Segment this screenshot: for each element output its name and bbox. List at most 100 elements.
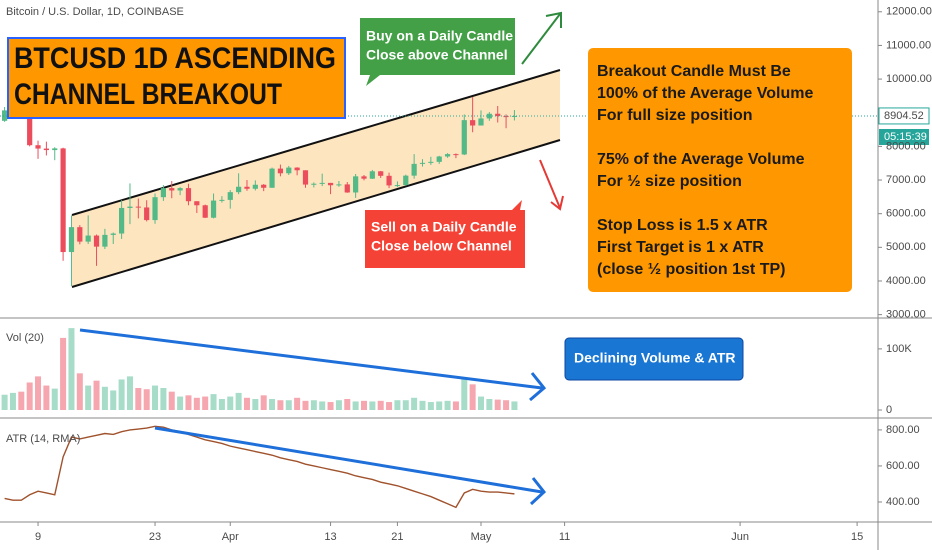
volume-bar xyxy=(101,386,108,410)
candle-body xyxy=(261,184,267,188)
candle-body xyxy=(177,188,183,191)
candle-body xyxy=(419,162,426,164)
title-box: BTCUSD 1D ASCENDING CHANNEL BREAKOUT xyxy=(7,37,346,119)
candle-body xyxy=(202,205,208,218)
x-tick-label: May xyxy=(471,531,492,543)
candle-body xyxy=(444,154,451,157)
volume-bar xyxy=(9,392,16,410)
candle-body xyxy=(119,207,125,234)
volume-bar xyxy=(76,373,83,410)
candle-body xyxy=(236,186,242,193)
title-line: BTCUSD 1D ASCENDING xyxy=(14,42,336,75)
y-tick-label: 8000.00 xyxy=(886,140,926,152)
candle-body xyxy=(68,227,75,253)
candle-body xyxy=(85,235,91,242)
candle-body xyxy=(403,175,409,186)
x-tick-label: 11 xyxy=(559,531,570,543)
volume-bar xyxy=(43,385,50,410)
volume-bar xyxy=(193,397,200,410)
candle-body xyxy=(77,227,83,242)
volume-bar xyxy=(35,376,42,410)
volume-bar xyxy=(402,400,409,410)
rule-text: Stop Loss is 1.5 x ATR xyxy=(597,217,768,234)
candle-body xyxy=(311,183,317,185)
candle-body xyxy=(227,192,233,200)
volume-bar xyxy=(118,379,125,410)
rule-text: (close ½ position 1st TP) xyxy=(597,261,785,278)
candle-body xyxy=(185,188,192,202)
volume-bar xyxy=(218,399,225,410)
y-tick-label: 4000.00 xyxy=(886,275,926,287)
symbol: Bitcoin / U.S. Dollar, 1D, COINBASE xyxy=(6,6,184,18)
candle-body xyxy=(27,116,33,146)
x-tick-label: 15 xyxy=(851,531,863,543)
note-text: Declining Volume & ATR xyxy=(574,350,736,366)
buy-text: Close above Channel xyxy=(366,47,508,63)
atr-trend xyxy=(154,426,547,506)
countdown-label: 05:15:39 xyxy=(879,129,929,145)
volume-bar xyxy=(202,396,209,410)
candle-body xyxy=(127,206,133,208)
candle-body xyxy=(353,176,359,193)
pane-title: Vol (20) xyxy=(6,332,44,344)
volume-bar xyxy=(494,399,501,410)
x-tick-label: 23 xyxy=(149,531,161,543)
candle-body xyxy=(411,163,417,176)
volume-bar xyxy=(344,399,351,410)
candle-body xyxy=(294,167,300,171)
volume-bar xyxy=(260,395,267,410)
candle-body xyxy=(277,168,284,174)
buy-text: Buy on a Daily Candle xyxy=(366,28,513,44)
volume-bar xyxy=(452,401,459,410)
candle-body xyxy=(503,116,509,118)
y-tick-label: 0 xyxy=(886,404,892,416)
y-tick-label: 400.00 xyxy=(886,496,920,508)
volume-bar xyxy=(394,400,401,410)
volume-bar xyxy=(185,395,192,410)
y-tick-label: 800.00 xyxy=(886,424,920,436)
volume-bar xyxy=(419,400,426,410)
volume-note: Declining Volume & ATR xyxy=(564,337,744,381)
candle-body xyxy=(461,120,467,155)
volume-bar xyxy=(60,337,67,410)
candle-body xyxy=(386,175,392,186)
countdown: 05:15:39 xyxy=(884,131,927,143)
volume-bar xyxy=(319,401,326,410)
candle-body xyxy=(470,120,476,126)
volume-bar xyxy=(444,400,451,410)
volume-bar xyxy=(294,397,301,410)
x-tick-label: Apr xyxy=(222,531,239,543)
volume-bar xyxy=(486,399,493,410)
candle-body xyxy=(60,148,66,253)
volume-bar xyxy=(26,382,33,410)
candle-body xyxy=(244,186,250,189)
volume-bar xyxy=(85,385,92,410)
volume-bar xyxy=(335,400,342,410)
channel-fill xyxy=(72,70,560,287)
sell-text: Sell on a Daily Candle xyxy=(371,219,517,235)
rules-note: Breakout Candle Must Be 100% of the Aver… xyxy=(588,48,852,292)
volume-bar xyxy=(327,402,334,410)
candle-body xyxy=(135,206,141,208)
volume-bar xyxy=(68,328,75,410)
volume-bar xyxy=(377,400,384,410)
volume-bar xyxy=(1,394,8,410)
volume-bar xyxy=(411,397,418,410)
candle-body xyxy=(319,182,325,184)
candle-body xyxy=(436,156,442,162)
candle-body xyxy=(144,207,150,221)
candle-body xyxy=(169,188,175,191)
channel-upper xyxy=(71,69,561,216)
x-tick-label: Jun xyxy=(731,531,749,543)
volume-trend xyxy=(79,328,547,402)
candle-body xyxy=(35,145,41,149)
candle-body xyxy=(252,184,258,189)
candle-body xyxy=(369,171,375,179)
last-price-label: 8904.52 xyxy=(884,110,924,122)
buy-note: Buy on a Daily Candle Close above Channe… xyxy=(360,18,515,86)
y-tick-label: 3000.00 xyxy=(886,309,926,321)
volume-bar xyxy=(360,400,367,410)
candle-body xyxy=(93,235,100,247)
candle-body xyxy=(110,233,116,235)
